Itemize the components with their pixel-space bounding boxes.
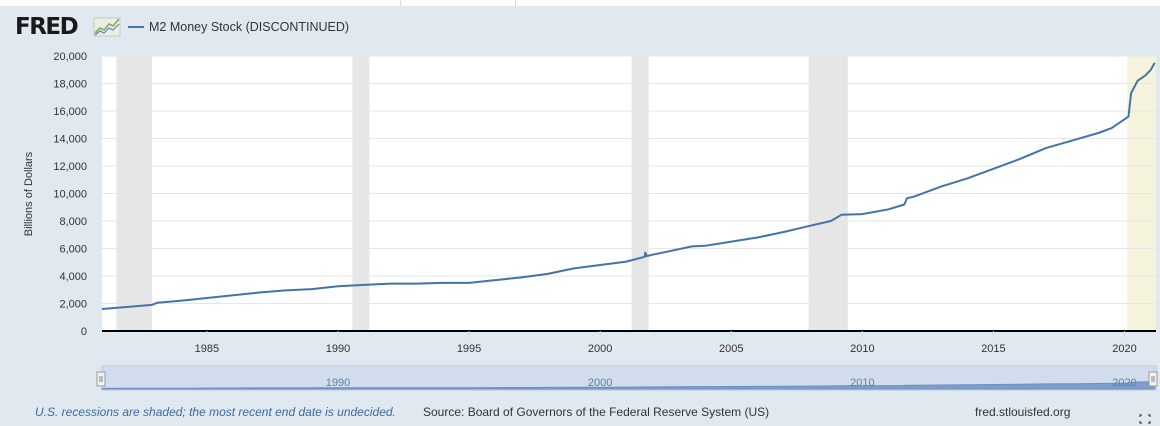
y-axis-label: Billions of Dollars <box>23 151 35 236</box>
y-tick-label: 6,000 <box>59 244 87 256</box>
x-tick-label: 1995 <box>457 343 481 355</box>
navigator-label: 1990 <box>326 377 350 389</box>
top-tab-strip <box>0 0 1160 6</box>
chart-legend[interactable]: M2 Money Stock (DISCONTINUED) <box>128 18 349 36</box>
source-text: Source: Board of Governors of the Federa… <box>423 405 770 419</box>
x-tick-label: 2000 <box>588 343 612 355</box>
tab-divider <box>515 0 516 6</box>
tab-divider <box>400 0 401 6</box>
y-tick-label: 0 <box>81 326 87 338</box>
y-tick-label: 18,000 <box>53 79 87 91</box>
recession-note-link[interactable]: U.S. recessions are shaded; the most rec… <box>35 405 396 419</box>
y-tick-label: 10,000 <box>53 189 87 201</box>
x-tick-label: 2010 <box>850 343 874 355</box>
navigator-series <box>101 380 1156 390</box>
legend-series-label: M2 Money Stock (DISCONTINUED) <box>149 20 350 34</box>
fred-logo-chart-icon <box>93 17 121 37</box>
y-tick-label: 12,000 <box>53 161 87 173</box>
site-link[interactable]: fred.stlouisfed.org <box>975 405 1071 419</box>
x-tick-label: 1985 <box>195 343 219 355</box>
navigator-label: 2020 <box>1112 377 1136 389</box>
series-line <box>101 62 1156 310</box>
fullscreen-icon[interactable] <box>1139 414 1151 424</box>
y-tick-label: 16,000 <box>53 106 87 118</box>
y-tick-label: 8,000 <box>59 216 87 228</box>
y-tick-label: 20,000 <box>53 51 87 63</box>
y-tick-label: 4,000 <box>59 271 87 283</box>
navigator-handle-right[interactable] <box>1148 371 1158 387</box>
y-tick-label: 14,000 <box>53 134 87 146</box>
y-tick-label: 2,000 <box>59 299 87 311</box>
navigator-label: 2000 <box>588 377 612 389</box>
legend-series-swatch <box>128 26 144 28</box>
navigator-handle-left[interactable] <box>96 371 106 387</box>
x-tick-label: 2005 <box>719 343 743 355</box>
x-tick-label: 1990 <box>326 343 350 355</box>
navigator-label: 2010 <box>850 377 874 389</box>
x-tick-label: 2020 <box>1112 343 1136 355</box>
fred-logo[interactable]: FRED <box>15 14 79 40</box>
x-tick-label: 2015 <box>981 343 1005 355</box>
